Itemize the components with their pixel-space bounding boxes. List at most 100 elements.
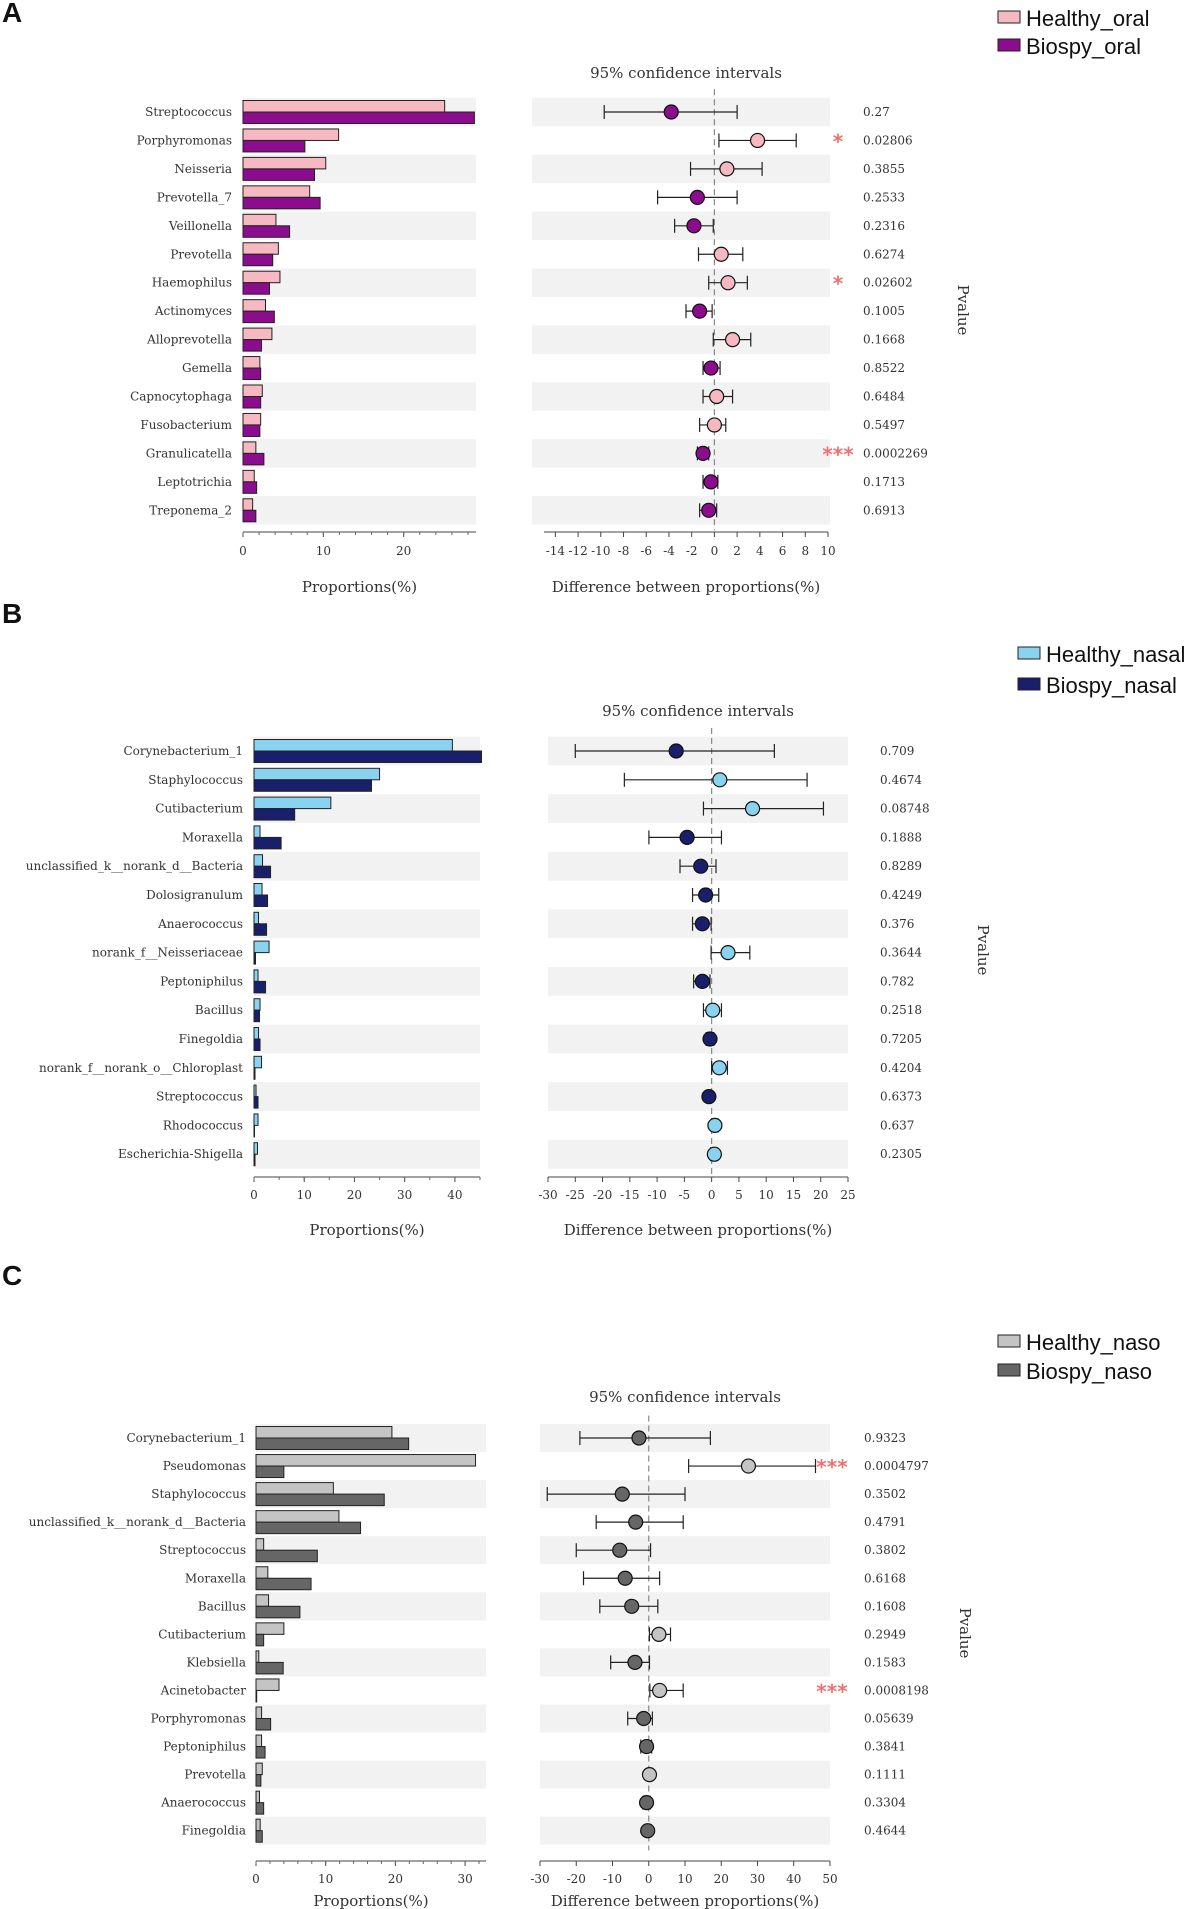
bar-healthy — [253, 969, 259, 982]
pvalue-text: 0.1111 — [864, 1768, 906, 1782]
bar-healthy — [255, 1566, 269, 1579]
bar-healthy — [253, 883, 263, 896]
legend-label-biopsy: Biospy_nasal — [1046, 673, 1177, 698]
diff-tick-label: 30 — [750, 1872, 765, 1886]
category-label: Alloprevotella — [146, 333, 232, 347]
bar-biopsy — [255, 1661, 284, 1675]
pvalue-text: 0.376 — [880, 917, 914, 931]
prop-tick-label: 20 — [388, 1872, 403, 1886]
category-label: Corynebacterium_1 — [123, 744, 243, 758]
diff-point — [709, 388, 725, 405]
bar-biopsy — [255, 1689, 258, 1703]
diff-tick-label: 10 — [677, 1872, 692, 1886]
category-label: Escherichia-Shigella — [118, 1147, 243, 1161]
diff-tick-label: -25 — [566, 1188, 585, 1202]
pvalue-text: 0.4674 — [880, 773, 922, 787]
prop-row-band — [254, 851, 480, 881]
pvalue-text: 0.709 — [880, 744, 914, 758]
diff-tick-label: 40 — [786, 1872, 801, 1886]
significance-marker: * — [833, 272, 844, 296]
bar-biopsy — [253, 865, 272, 879]
diff-point — [636, 1710, 652, 1727]
diff-row-band — [532, 325, 830, 354]
bar-biopsy — [253, 1124, 256, 1138]
category-label: Neisseria — [174, 162, 232, 176]
prop-row-band — [243, 268, 476, 297]
category-label: Moraxella — [185, 1571, 246, 1585]
pvalue-text: 0.6168 — [864, 1571, 906, 1585]
bar-healthy — [255, 1734, 263, 1748]
pvalue-text: 0.2949 — [864, 1627, 906, 1641]
diff-point — [692, 303, 708, 319]
legend-swatch-healthy — [997, 1334, 1021, 1348]
legend: Healthy_naso Biospy_naso — [997, 1330, 1161, 1384]
diff-point — [705, 1002, 721, 1018]
category-label: Granulicatella — [146, 446, 232, 460]
bar-healthy — [253, 825, 261, 838]
diff-point — [706, 417, 723, 433]
bar-biopsy — [242, 225, 291, 238]
category-label: Acinetobacter — [160, 1683, 247, 1697]
bar-biopsy — [255, 1605, 301, 1619]
diff-tick-label: -30 — [538, 1188, 557, 1202]
pvalue-text: 0.3841 — [864, 1740, 906, 1754]
pvalue-text: 0.5497 — [863, 418, 905, 432]
diff-tick-label: -2 — [686, 544, 698, 558]
bar-biopsy — [255, 1437, 410, 1450]
bar-biopsy — [255, 1493, 385, 1507]
bar-biopsy — [255, 1774, 262, 1787]
bar-healthy — [253, 739, 453, 752]
diff-point — [663, 104, 679, 120]
diff-tick-label: -8 — [618, 544, 630, 558]
pvalue-text: 0.0002269 — [863, 446, 928, 460]
prop-axis-title: Proportions(%) — [313, 1892, 428, 1909]
pvalue-text: 0.782 — [880, 974, 914, 988]
diff-axis-title: Difference between proportions(%) — [564, 1221, 832, 1239]
bar-healthy — [242, 469, 255, 483]
ci-title: 95% confidence intervals — [590, 64, 782, 82]
bar-healthy — [242, 299, 266, 312]
pvalue-text: 0.2518 — [880, 1003, 922, 1017]
bar-healthy — [242, 100, 446, 113]
pvalue-text: 0.3855 — [863, 162, 905, 176]
diff-tick-label: -14 — [546, 544, 566, 558]
pvalue-text: 0.6484 — [863, 390, 905, 404]
bar-biopsy — [253, 779, 373, 792]
prop-row-band — [254, 967, 480, 996]
prop-tick-label: 20 — [396, 544, 411, 558]
bar-biopsy — [242, 139, 306, 153]
bar-biopsy — [242, 367, 262, 381]
bar-biopsy — [253, 1096, 259, 1109]
panel-label: B — [2, 598, 22, 629]
category-label: Staphylococcus — [148, 773, 243, 787]
panel-a: A Healthy_oral Biospy_oral 95% confidence i… — [2, 0, 1150, 596]
diff-point — [631, 1430, 647, 1446]
prop-tick-label: 40 — [447, 1188, 462, 1202]
diff-point — [698, 887, 714, 903]
prop-tick-label: 30 — [397, 1188, 412, 1202]
bar-healthy — [253, 1027, 260, 1040]
legend-swatch-biopsy — [997, 1363, 1021, 1377]
pvalue-axis-title: Pvalue — [956, 1608, 974, 1659]
pvalue-text: 0.9323 — [864, 1431, 906, 1445]
diff-point — [694, 916, 710, 932]
bar-healthy — [253, 1142, 259, 1155]
diff-point — [707, 1117, 723, 1134]
category-label: Anaerococcus — [160, 1796, 246, 1810]
category-label: Anaerococcus — [157, 917, 243, 931]
diff-point — [719, 161, 735, 177]
diff-tick-label: 2 — [733, 544, 741, 558]
diff-tick-label: 20 — [813, 1188, 828, 1202]
bar-biopsy — [253, 923, 268, 936]
pvalue-text: 0.3802 — [864, 1543, 906, 1557]
diff-point — [641, 1766, 658, 1783]
ci-title: 95% confidence intervals — [602, 702, 794, 720]
legend-swatch-healthy — [997, 10, 1021, 24]
bar-biopsy — [242, 509, 257, 523]
category-label: Bacillus — [198, 1599, 246, 1613]
bar-healthy — [242, 441, 257, 454]
diff-point — [694, 973, 710, 990]
diff-tick-label: 50 — [822, 1872, 837, 1886]
category-label: Finegoldia — [182, 1824, 246, 1838]
